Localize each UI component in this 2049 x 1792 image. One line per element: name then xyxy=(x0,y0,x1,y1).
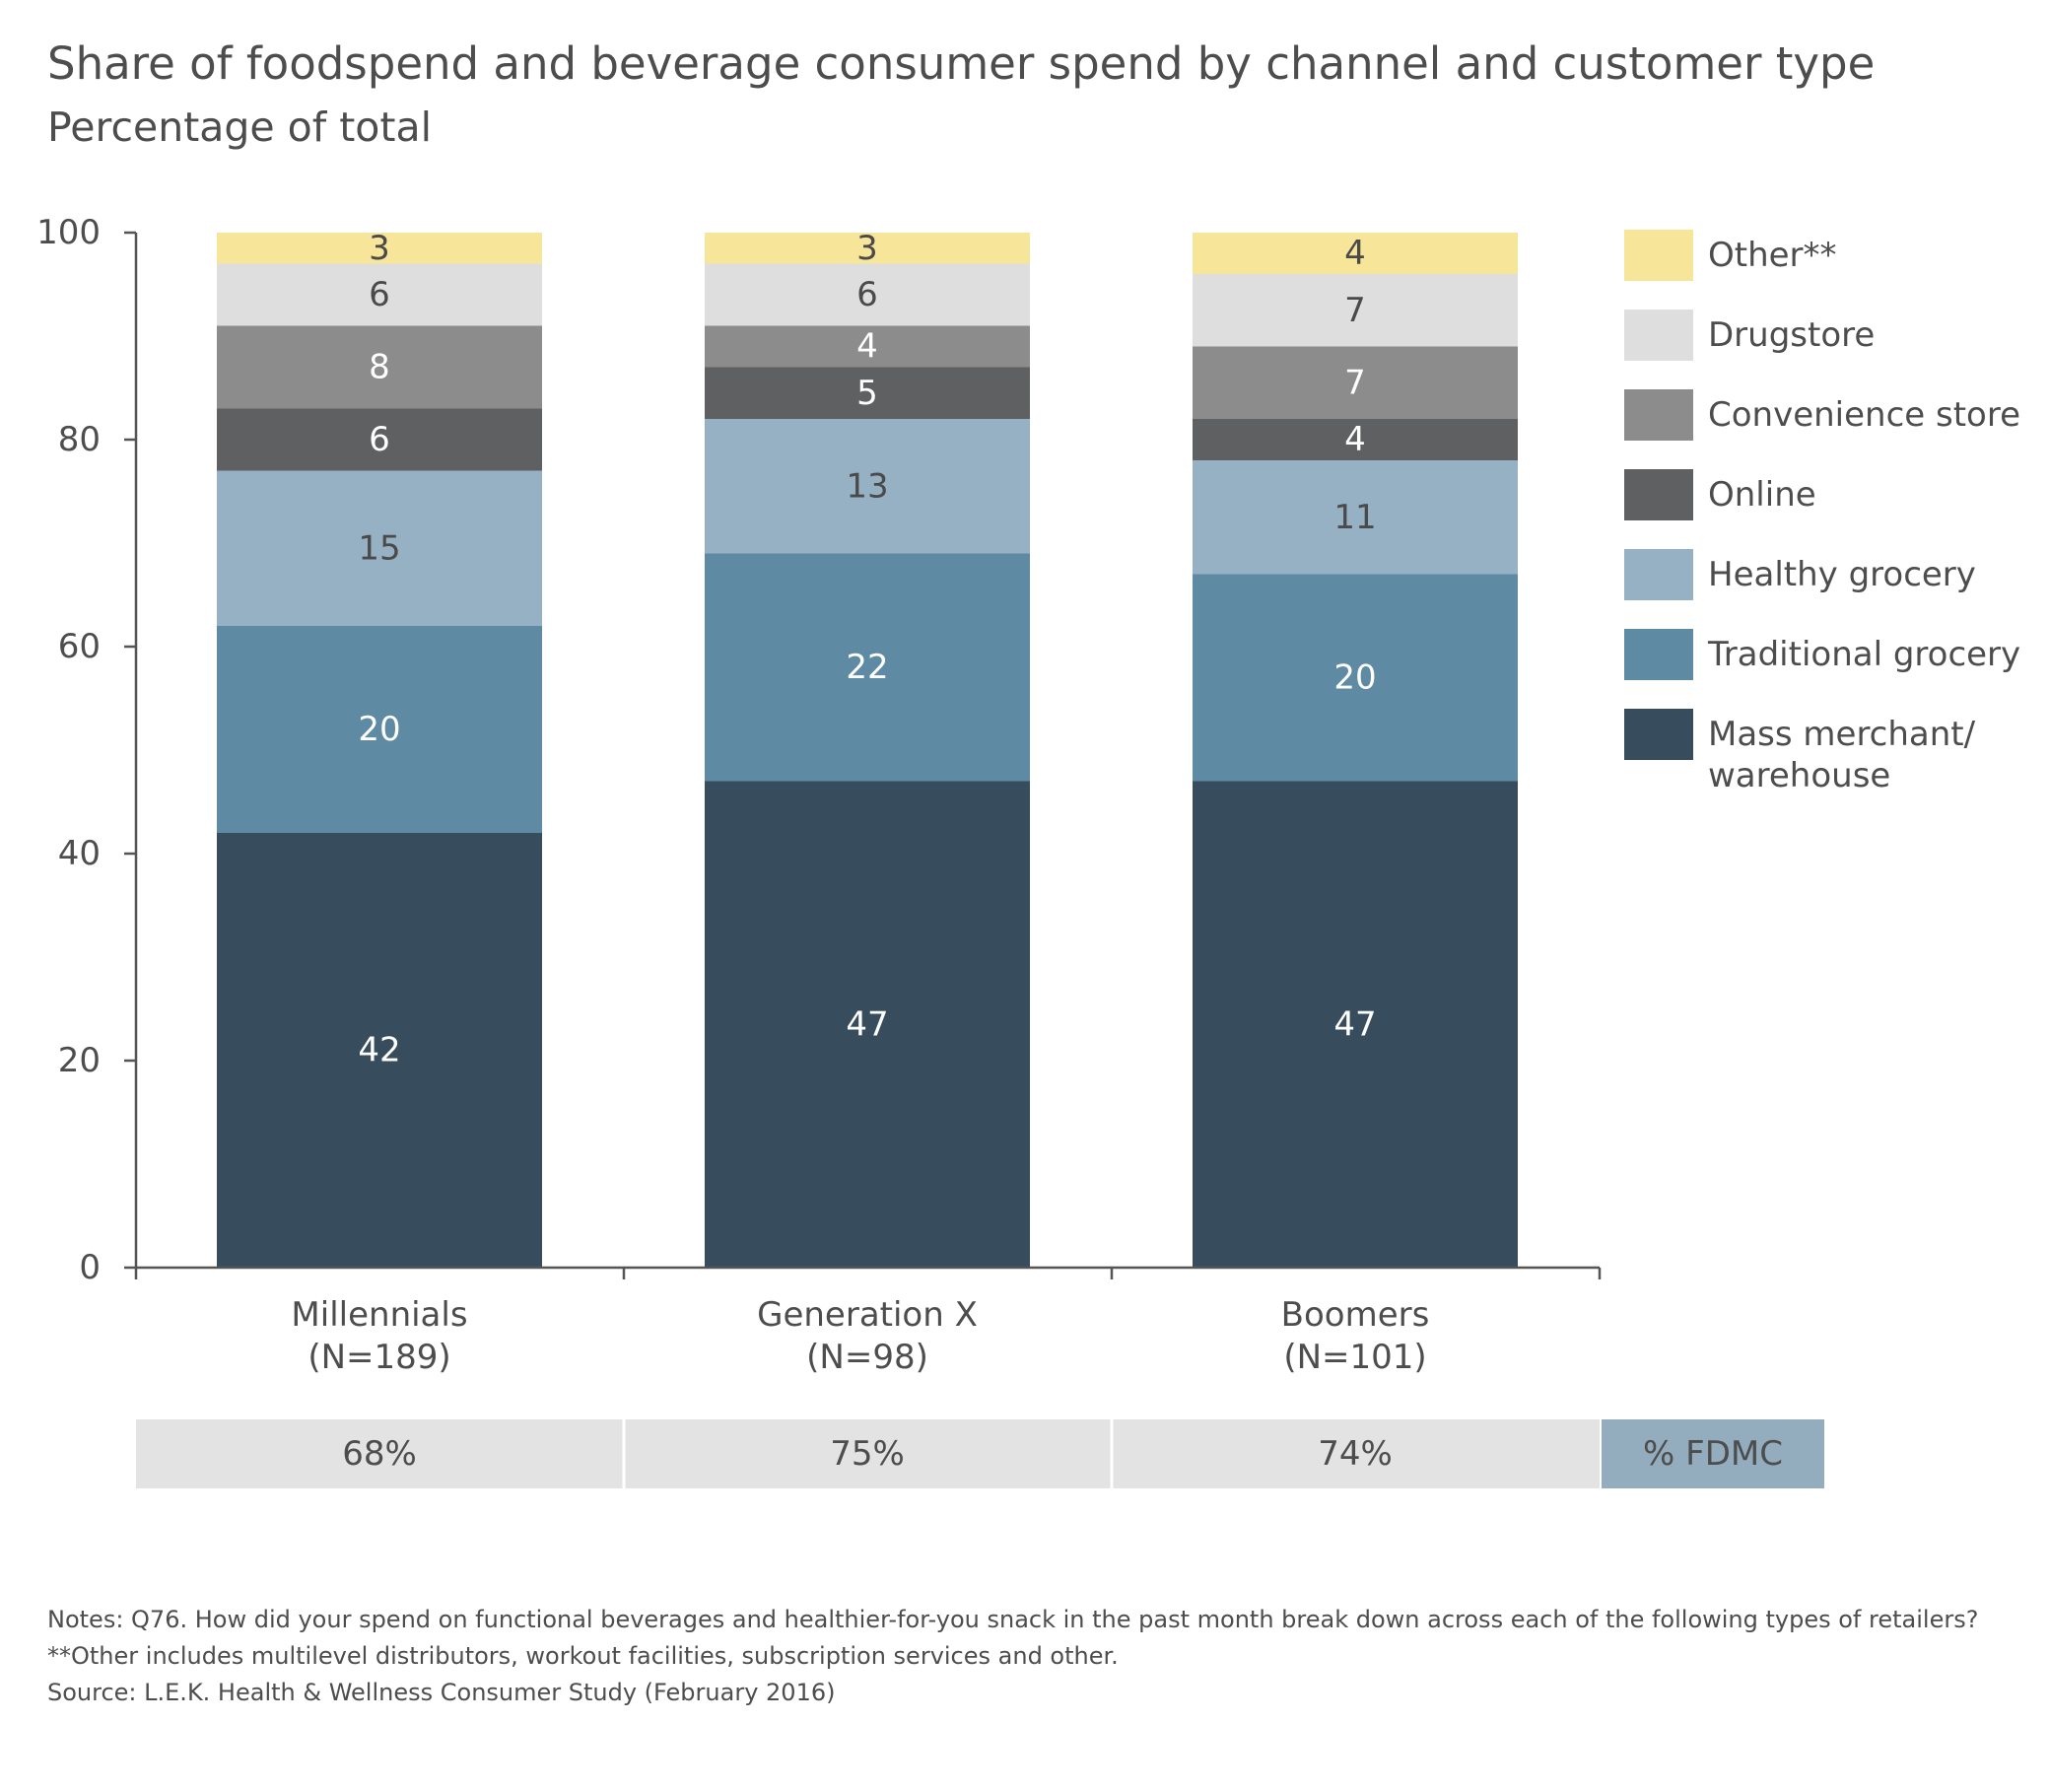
bar-data-label: 3 xyxy=(369,229,390,268)
notes-line: Notes: Q76. How did your spend on functi… xyxy=(47,1606,1979,1633)
bar-data-label: 3 xyxy=(856,229,878,268)
x-category-label: Boomers xyxy=(1281,1295,1430,1335)
bar-segment xyxy=(1193,419,1518,460)
legend-label: Online xyxy=(1708,475,1816,515)
legend-swatch xyxy=(1624,230,1693,281)
bar-segment xyxy=(1193,346,1518,419)
bar-segment xyxy=(1193,574,1518,782)
bar-data-label: 7 xyxy=(1344,363,1366,402)
bar-data-label: 42 xyxy=(358,1031,400,1070)
bar-data-label: 47 xyxy=(1333,1004,1376,1044)
fdmc-value: 75% xyxy=(830,1434,905,1474)
y-tick-label: 100 xyxy=(36,213,101,252)
y-tick-label: 40 xyxy=(58,834,101,873)
bar-data-label: 6 xyxy=(369,275,390,314)
bar-data-label: 4 xyxy=(856,327,878,367)
fdmc-label-box xyxy=(1602,1419,1824,1488)
bar-data-label: 8 xyxy=(369,348,390,387)
bar-segment xyxy=(705,553,1030,782)
legend-swatch xyxy=(1624,389,1693,441)
legend-label: warehouse xyxy=(1708,756,1890,795)
legend-label: Convenience store xyxy=(1708,395,2020,435)
legend-swatch xyxy=(1624,310,1693,361)
bar-data-label: 4 xyxy=(1344,420,1366,459)
bar-data-label: 6 xyxy=(856,275,878,314)
bar-segment xyxy=(1193,460,1518,575)
bar-data-label: 47 xyxy=(846,1004,888,1044)
bar-segment xyxy=(705,419,1030,554)
bar-segment xyxy=(217,470,542,626)
bar-data-label: 22 xyxy=(846,648,888,687)
chart-title: Share of foodspend and beverage consumer… xyxy=(47,37,1876,90)
bar-segment xyxy=(1193,233,1518,274)
bar-data-label: 6 xyxy=(369,420,390,459)
bar-data-label: 20 xyxy=(358,710,400,749)
fdmc-cell xyxy=(1112,1419,1600,1488)
bar-data-label: 11 xyxy=(1333,498,1376,537)
fdmc-label: % FDMC xyxy=(1643,1434,1783,1474)
bar-segment xyxy=(217,833,542,1268)
fdmc-cell xyxy=(136,1419,624,1488)
bar-segment xyxy=(1193,781,1518,1268)
legend-label: Healthy grocery xyxy=(1708,555,1976,594)
bar-segment xyxy=(1193,274,1518,347)
legend-label: Mass merchant/ xyxy=(1708,715,1976,754)
bar-segment xyxy=(217,325,542,409)
y-tick-label: 60 xyxy=(58,627,101,666)
bar-segment xyxy=(705,367,1030,419)
legend-label: Drugstore xyxy=(1708,315,1875,355)
notes-line: **Other includes multilevel distributors… xyxy=(47,1642,1119,1670)
legend-label: Traditional grocery xyxy=(1707,635,2020,674)
y-tick-label: 0 xyxy=(79,1248,101,1287)
legend-swatch xyxy=(1624,469,1693,520)
x-category-label: Generation X xyxy=(757,1295,978,1335)
y-tick-label: 80 xyxy=(58,420,101,459)
x-category-sublabel: (N=101) xyxy=(1283,1338,1426,1377)
bar-segment xyxy=(217,408,542,471)
x-category-sublabel: (N=98) xyxy=(806,1338,928,1377)
bar-segment xyxy=(705,325,1030,368)
fdmc-value: 68% xyxy=(342,1434,417,1474)
bar-data-label: 4 xyxy=(1344,234,1366,273)
legend-swatch xyxy=(1624,709,1693,760)
bar-segment xyxy=(217,626,542,833)
fdmc-cell xyxy=(624,1419,1112,1488)
fdmc-value: 74% xyxy=(1318,1434,1393,1474)
bar-segment xyxy=(217,233,542,264)
notes-line: Source: L.E.K. Health & Wellness Consume… xyxy=(47,1679,836,1706)
y-tick-label: 20 xyxy=(58,1041,101,1080)
x-category-sublabel: (N=189) xyxy=(307,1338,450,1377)
bar-segment xyxy=(217,263,542,326)
bar-segment xyxy=(705,263,1030,326)
bar-data-label: 15 xyxy=(358,528,400,568)
bar-data-label: 20 xyxy=(1333,658,1376,698)
bar-data-label: 13 xyxy=(846,466,888,506)
bar-data-label: 5 xyxy=(856,374,878,413)
legend-swatch xyxy=(1624,629,1693,680)
chart-subtitle: Percentage of total xyxy=(47,103,432,151)
bar-segment xyxy=(705,233,1030,264)
bar-data-label: 7 xyxy=(1344,291,1366,330)
legend-swatch xyxy=(1624,549,1693,600)
bar-segment xyxy=(705,781,1030,1268)
x-category-label: Millennials xyxy=(291,1295,467,1335)
legend-label: Other** xyxy=(1708,236,1837,275)
chart-notes: Notes: Q76. How did your spend on functi… xyxy=(47,1602,1978,1711)
